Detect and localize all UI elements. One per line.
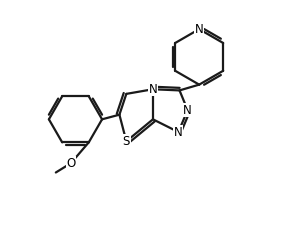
Text: N: N [149, 83, 157, 96]
Text: N: N [195, 23, 204, 36]
Text: N: N [183, 104, 192, 117]
Text: N: N [195, 23, 204, 36]
Text: N: N [174, 125, 183, 139]
Text: O: O [66, 157, 75, 170]
Text: S: S [123, 135, 130, 148]
